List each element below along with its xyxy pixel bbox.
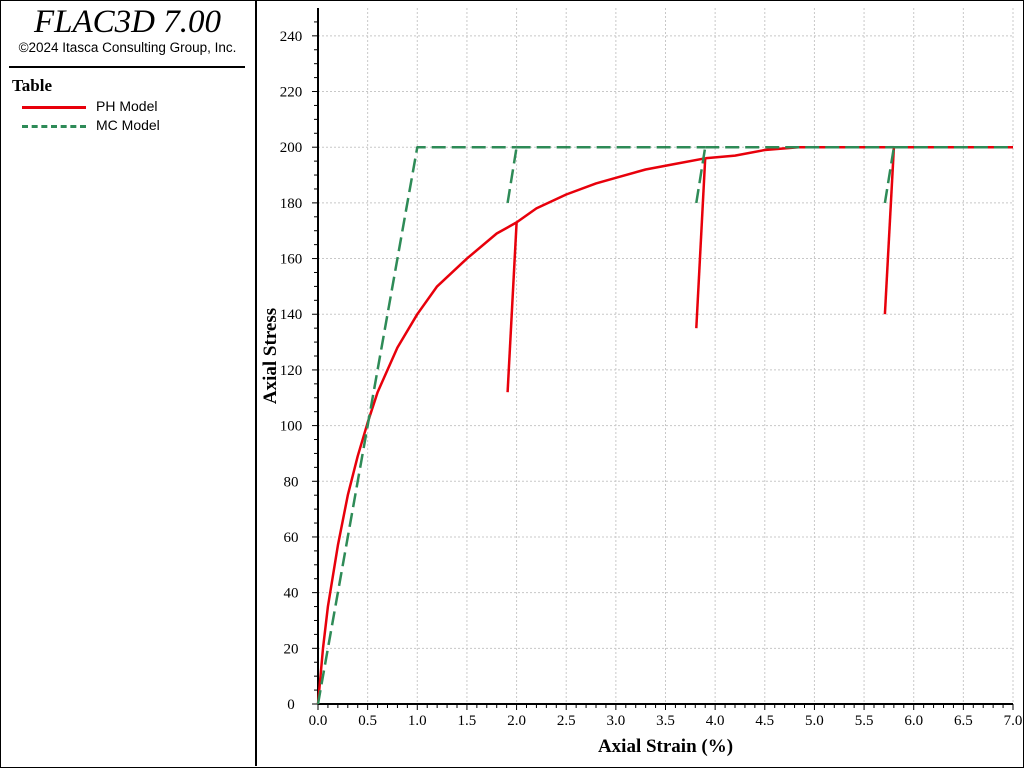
x-tick-label: 3.5 [656,713,675,729]
legend-swatch-ph-model [22,106,86,109]
y-tick-label: 220 [280,85,303,101]
series-line-segment [695,147,707,204]
x-tick-label: 5.0 [805,713,824,729]
y-tick-label: 60 [284,530,299,546]
y-axis-title: Axial Stress [260,308,281,404]
app-title: FLAC3D 7.00 [33,4,221,40]
legend-heading: Table [12,76,53,95]
x-tick-label: 1.0 [408,713,427,729]
y-tick-label: 120 [280,363,303,379]
y-tick-label: 180 [280,196,303,212]
series-line-segment [506,222,518,393]
x-tick-label: 6.5 [954,713,973,729]
series-line-segment [316,145,517,705]
ticks: 0.0 0.5 1.0 1.5 2.0 2.5 3.0 3.5 4.0 4.5 5.0 5.5 6.0 6… [280,21,1022,729]
x-tick-label: 7.0 [1004,713,1022,729]
x-tick-label: 0.5 [358,713,377,729]
grid [318,8,1014,704]
y-tick-label: 160 [280,252,303,268]
x-tick-label: 0.0 [309,713,328,729]
x-axis-title: Axial Strain (%) [598,736,733,757]
legend-label-mc-model: MC Model [96,117,160,133]
legend-swatch-mc-model [22,125,86,128]
copyright-text: ©2024 Itasca Consulting Group, Inc. [18,40,237,55]
x-tick-label: 2.5 [557,713,576,729]
x-tick-label: 5.5 [855,713,874,729]
x-tick-label: 2.0 [507,713,526,729]
y-tick-label: 140 [280,307,303,323]
legend-panel: FLAC3D 7.00 ©2024 Itasca Consulting Grou… [0,0,257,766]
series-line-segment [695,158,707,329]
x-tick-label: 6.0 [904,713,923,729]
y-tick-label: 200 [280,140,303,156]
x-tick-label: 4.0 [706,713,725,729]
y-tick-label: 0 [287,697,295,713]
title-divider [9,66,245,68]
series [316,145,1013,705]
series-line-segment [515,157,706,224]
x-tick-label: 4.5 [755,713,774,729]
y-tick-label: 40 [284,586,299,602]
y-tick-label: 80 [284,474,299,490]
stress-strain-chart: 0.0 0.5 1.0 1.5 2.0 2.5 3.0 3.5 4.0 4.5 5.0 5.5 6.0 6… [260,8,1022,757]
y-tick-label: 240 [280,29,303,45]
y-tick-label: 20 [284,641,299,657]
y-tick-label: 100 [280,419,303,435]
x-tick-label: 1.5 [458,713,477,729]
x-tick-label: 3.0 [606,713,625,729]
series-line-segment [506,147,518,204]
series-line-segment [883,147,896,315]
series-mc-model [316,145,1013,705]
legend-label-ph-model: PH Model [96,98,158,114]
series-line-segment [316,221,518,705]
series-line-segment [883,147,896,204]
series-line-segment [705,145,894,160]
